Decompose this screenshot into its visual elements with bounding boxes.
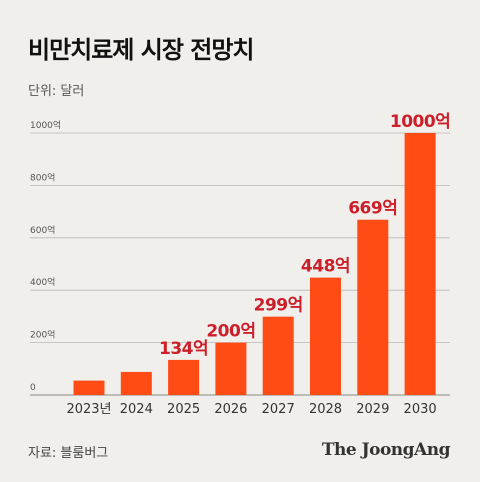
- data-label: 134억: [159, 339, 208, 359]
- data-label: 448억: [301, 257, 350, 277]
- bar: [120, 371, 152, 395]
- bar: [215, 342, 247, 395]
- publisher-logo: The JoongAng: [321, 440, 451, 460]
- bar: [357, 219, 389, 395]
- x-tick-label: 2023년: [66, 402, 111, 417]
- bar: [168, 359, 200, 395]
- x-tick-label: 2028: [309, 402, 342, 417]
- y-tick-label: 1000억: [30, 119, 61, 131]
- y-tick-label: 800억: [30, 171, 55, 183]
- unit-label: 단위: 달러: [28, 84, 85, 99]
- chart-title: 비만치료제 시장 전망치: [28, 36, 255, 64]
- source-label: 자료: 블룸버그: [28, 446, 109, 461]
- data-label: 299억: [254, 296, 303, 316]
- data-label: 1000억: [390, 112, 450, 132]
- x-tick-label: 2030: [404, 402, 437, 417]
- x-tick-label: 2026: [214, 402, 247, 417]
- bar: [262, 316, 294, 395]
- x-tick-label: 2024: [120, 402, 153, 417]
- bar: [404, 133, 436, 395]
- y-tick-label: 0: [30, 383, 36, 393]
- bar: [73, 380, 105, 395]
- x-tick-label: 2025: [167, 402, 200, 417]
- y-tick-label: 200억: [30, 329, 55, 341]
- y-tick-label: 600억: [30, 224, 55, 236]
- data-label: 200억: [206, 322, 255, 342]
- bar: [310, 277, 341, 395]
- x-tick-label: 2027: [262, 402, 295, 417]
- data-label: 669억: [348, 199, 397, 219]
- y-tick-label: 400억: [30, 276, 55, 288]
- x-tick-label: 2029: [356, 402, 389, 417]
